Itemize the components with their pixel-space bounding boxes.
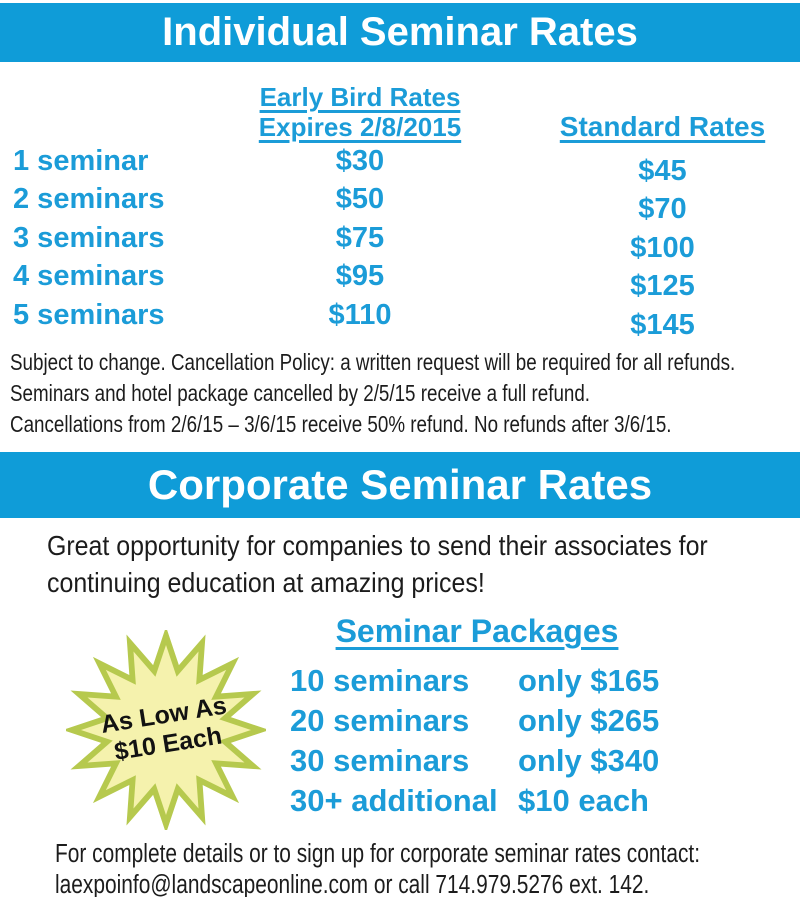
standard-price: $125 [630, 270, 695, 303]
table-row: 1 seminar $30 $45 [0, 142, 800, 187]
packages-list: 10 seminars only $165 20 seminars only $… [290, 661, 720, 821]
table-row: 3 seminars $75 $100 [0, 219, 800, 264]
individual-rates-title: Individual Seminar Rates [162, 10, 638, 54]
early-bird-price: $110 [328, 298, 392, 331]
starburst-icon [66, 630, 266, 830]
row-label: 2 seminars [13, 183, 165, 216]
package-price: only $265 [518, 703, 660, 738]
contact-info: For complete details or to sign up for c… [55, 839, 700, 897]
empty-header-cell [0, 82, 235, 143]
early-bird-header-line1: Early Bird Rates [259, 82, 461, 112]
row-label: 4 seminars [13, 260, 165, 293]
cancellation-policy: Subject to change. Cancellation Policy: … [10, 347, 735, 440]
packages-title: Seminar Packages [335, 613, 619, 649]
table-row: 4 seminars $95 $125 [0, 258, 800, 302]
package-label: 30+ additional [290, 783, 498, 818]
early-bird-price: $75 [335, 221, 385, 254]
contact-line: For complete details or to sign up for c… [55, 840, 701, 868]
table-row: 2 seminars $50 $70 [0, 181, 800, 225]
list-item: 30 seminars only $340 [290, 741, 720, 781]
contact-line: laexpoinfo@landscapeonline.com or call 7… [55, 871, 650, 897]
standard-rates-header: Standard Rates [559, 111, 766, 142]
early-bird-header-line2: Expires 2/8/2015 [258, 112, 462, 142]
package-label: 30 seminars [290, 743, 470, 778]
package-price: only $165 [518, 663, 660, 698]
list-item: 30+ additional $10 each [290, 781, 720, 821]
early-bird-price: $50 [335, 183, 385, 216]
package-label: 20 seminars [290, 703, 470, 738]
early-bird-rates-header: Early Bird Rates Expires 2/8/2015 [235, 82, 485, 143]
package-price: only $340 [518, 743, 660, 778]
corporate-rates-header: Corporate Seminar Rates [0, 452, 800, 518]
as-low-as-burst: As Low As $10 Each [66, 630, 266, 830]
row-label: 3 seminars [13, 221, 165, 254]
standard-price: $70 [638, 193, 687, 226]
early-bird-price: $30 [335, 144, 385, 177]
table-row: 5 seminars $110 $145 [0, 296, 800, 341]
package-label: 10 seminars [290, 663, 470, 698]
list-item: 10 seminars only $165 [290, 661, 720, 701]
policy-line: Subject to change. Cancellation Policy: … [10, 349, 736, 375]
individual-rates-header: Individual Seminar Rates [0, 3, 800, 62]
corporate-intro: Great opportunity for companies to send … [47, 527, 708, 601]
individual-rates-table: Early Bird Rates Expires 2/8/2015 Standa… [0, 82, 800, 341]
early-bird-price: $95 [335, 260, 385, 293]
intro-line: Great opportunity for companies to send … [47, 530, 708, 561]
policy-line: Seminars and hotel package cancelled by … [10, 380, 591, 406]
corporate-rates-title: Corporate Seminar Rates [147, 461, 653, 508]
package-price: $10 each [518, 783, 649, 818]
list-item: 20 seminars only $265 [290, 701, 720, 741]
row-label: 5 seminars [13, 298, 165, 331]
standard-price: $100 [630, 231, 695, 264]
row-label: 1 seminar [13, 144, 149, 177]
burst-text: As Low As $10 Each [52, 616, 281, 845]
intro-line: continuing education at amazing prices! [47, 567, 485, 598]
rates-table-header-row: Early Bird Rates Expires 2/8/2015 Standa… [0, 82, 800, 142]
standard-price: $45 [638, 154, 687, 187]
seminar-packages: Seminar Packages 10 seminars only $165 2… [290, 612, 720, 821]
standard-price: $145 [630, 308, 695, 341]
policy-line: Cancellations from 2/6/15 – 3/6/15 recei… [10, 411, 672, 437]
